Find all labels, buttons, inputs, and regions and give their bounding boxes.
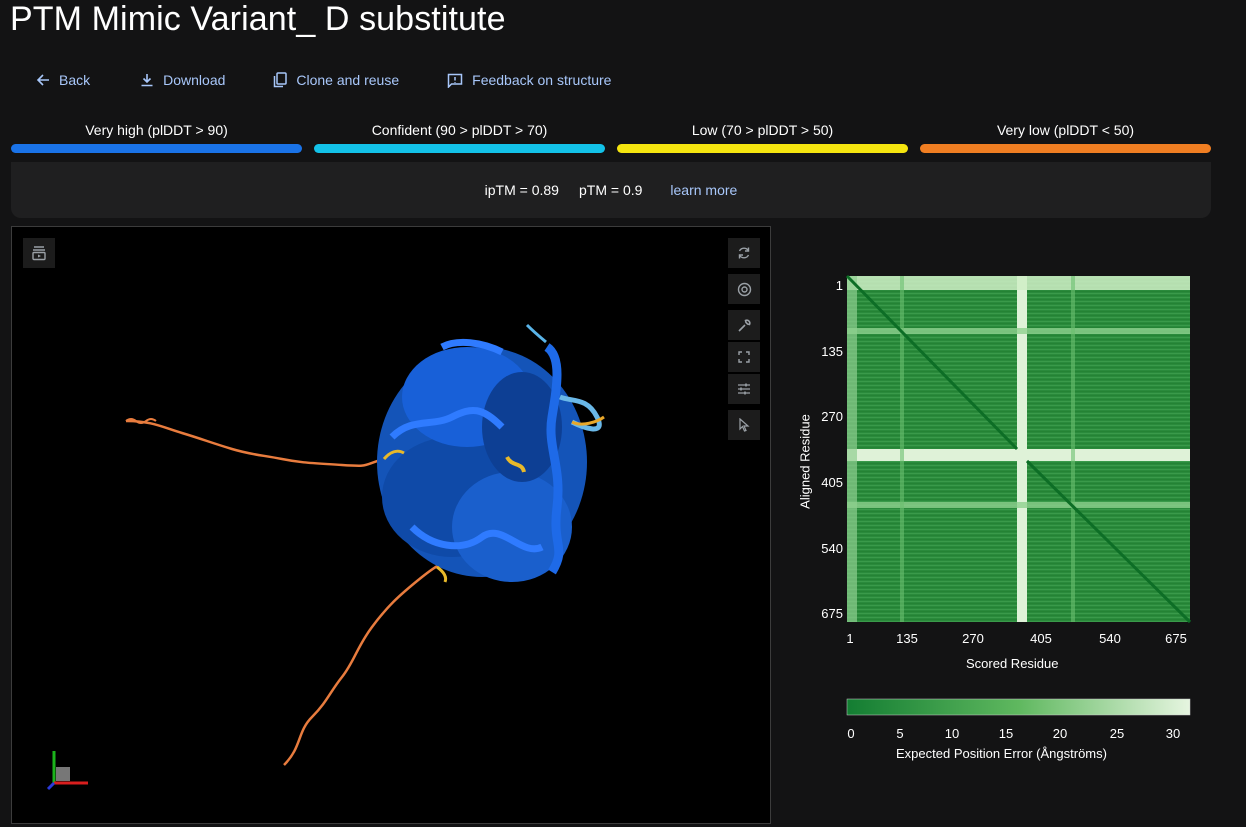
- pae-plot: Aligned Residue 1 135 270 405 540 675 1 …: [790, 240, 1230, 800]
- disordered-tail-1: [125, 419, 385, 467]
- back-button[interactable]: Back: [26, 66, 100, 94]
- legend-bar: [920, 144, 1211, 153]
- pae-x-tick: 540: [1099, 631, 1121, 646]
- pointer-button[interactable]: [728, 410, 760, 440]
- fullscreen-button[interactable]: [728, 342, 760, 372]
- structure-viewer[interactable]: [11, 226, 771, 824]
- alpha-helix: [440, 339, 504, 356]
- wrench-icon: [737, 318, 751, 332]
- disordered-tail-2: [283, 560, 453, 766]
- feedback-button[interactable]: Feedback on structure: [437, 66, 621, 94]
- colorbar-tick: 10: [944, 726, 960, 741]
- pae-stripe-horizontal: [847, 449, 1190, 461]
- playlist-icon: [32, 246, 46, 261]
- legend-bar: [617, 144, 908, 153]
- colorbar-tick: 15: [998, 726, 1014, 741]
- pae-diagonal: [1025, 459, 1192, 624]
- z-axis-gizmo: [56, 767, 70, 781]
- colorbar-label: Expected Position Error (Ångströms): [896, 746, 1107, 761]
- pae-x-tick: 1: [846, 631, 854, 646]
- confidence-metrics: ipTM = 0.89 pTM = 0.9 learn more: [11, 162, 1211, 218]
- download-button[interactable]: Download: [130, 66, 235, 94]
- clone-and-reuse-button[interactable]: Clone and reuse: [263, 66, 409, 94]
- pae-x-tick: 675: [1165, 631, 1187, 646]
- settings-sliders-icon: [738, 383, 750, 395]
- legend-very-low: Very low (plDDT < 50): [920, 121, 1211, 153]
- arrow-back-icon: [36, 74, 49, 86]
- clone-label: Clone and reuse: [296, 72, 400, 88]
- low-confidence-region: [436, 565, 448, 583]
- pae-left-band: [847, 276, 857, 622]
- learn-more-link[interactable]: learn more: [670, 182, 738, 198]
- pae-x-tick: 405: [1030, 631, 1052, 646]
- low-confidence-region: [382, 449, 405, 461]
- copy-icon: [274, 72, 288, 88]
- page-title: PTM Mimic Variant_ D substitute: [10, 0, 506, 38]
- colorbar-tick: 25: [1109, 726, 1125, 741]
- back-label: Back: [59, 72, 91, 88]
- feedback-icon: [447, 73, 463, 88]
- legend-label: Very high (plDDT > 90): [85, 122, 228, 138]
- alpha-helix: [409, 524, 544, 553]
- protein-subdomain: [482, 372, 562, 482]
- pae-diagonal: [845, 274, 1019, 451]
- low-confidence-region: [571, 415, 605, 426]
- legend-bar: [314, 144, 605, 153]
- toolbar: Back Download Clone and reuse Feedback o…: [26, 66, 621, 94]
- pae-y-tick: 135: [821, 344, 843, 359]
- pae-x-tick: 270: [962, 631, 984, 646]
- colorbar-tick: 0: [847, 726, 855, 741]
- pae-y-tick: 540: [821, 541, 843, 556]
- low-confidence-region: [505, 455, 526, 473]
- playlist-button[interactable]: [23, 238, 55, 268]
- z-axis-line: [46, 781, 56, 791]
- pae-y-tick: 405: [821, 475, 843, 490]
- legend-bar: [11, 144, 302, 153]
- pae-colorbar: [846, 698, 1191, 716]
- ptm-value: pTM = 0.9: [578, 182, 643, 198]
- pae-x-axis-label: Scored Residue: [966, 656, 1059, 671]
- fullscreen-icon: [738, 351, 750, 363]
- colorbar-tick: 20: [1052, 726, 1068, 741]
- download-label: Download: [163, 72, 226, 88]
- alpha-helix: [543, 343, 564, 575]
- tail-wave: [125, 418, 157, 424]
- pae-band: [847, 502, 1190, 508]
- alpha-helix: [389, 406, 505, 440]
- legend-very-high: Very high (plDDT > 90): [11, 121, 302, 153]
- pae-band: [847, 328, 1190, 334]
- pae-x-tick: 135: [896, 631, 918, 646]
- settings-button[interactable]: [728, 374, 760, 404]
- pae-band: [1071, 276, 1075, 622]
- pae-y-tick: 270: [821, 409, 843, 424]
- camera-icon: [737, 282, 751, 296]
- feedback-label: Feedback on structure: [472, 72, 612, 88]
- legend-confident: Confident (90 > plDDT > 70): [314, 121, 605, 153]
- pae-top-band: [847, 276, 1190, 290]
- tools-button[interactable]: [728, 310, 760, 340]
- rotate-icon: [738, 247, 750, 259]
- legend-label: Low (70 > plDDT > 50): [691, 122, 834, 138]
- legend-low: Low (70 > plDDT > 50): [617, 121, 908, 153]
- legend-label: Very low (plDDT < 50): [996, 122, 1135, 138]
- colorbar-tick: 5: [896, 726, 904, 741]
- download-icon: [141, 74, 153, 87]
- colorbar-tick: 30: [1165, 726, 1181, 741]
- pae-band: [900, 276, 904, 622]
- plddt-legend: Very high (plDDT > 90) Confident (90 > p…: [11, 121, 1211, 153]
- pae-y-tick: 1: [835, 278, 843, 293]
- protein-structure-render[interactable]: [12, 227, 770, 823]
- camera-button[interactable]: [728, 274, 760, 304]
- confident-region: [559, 394, 602, 432]
- confident-region: [525, 323, 547, 344]
- pointer-icon: [739, 418, 750, 432]
- rotate-button[interactable]: [728, 238, 760, 268]
- protein-subdomain: [452, 472, 572, 582]
- pae-heatmap[interactable]: [790, 240, 1230, 800]
- legend-label: Confident (90 > plDDT > 70): [371, 122, 548, 138]
- pae-y-tick: 675: [821, 606, 843, 621]
- iptm-value: ipTM = 0.89: [484, 182, 559, 198]
